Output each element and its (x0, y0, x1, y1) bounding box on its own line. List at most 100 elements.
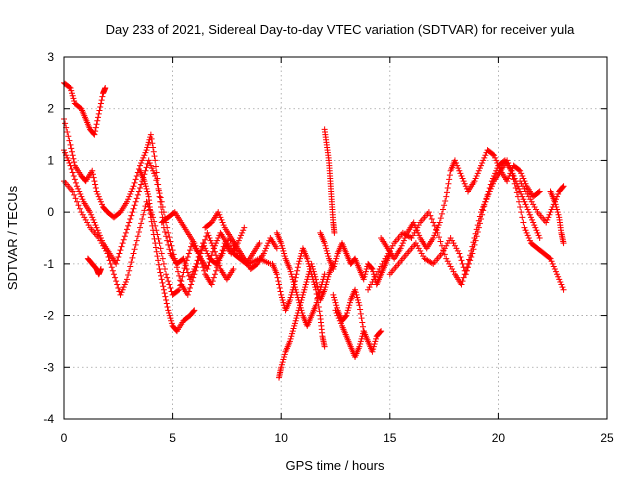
data-point (459, 260, 466, 267)
data-point (151, 153, 158, 160)
data-point (163, 297, 170, 304)
data-point (128, 259, 135, 266)
data-point (551, 266, 558, 273)
data-point (547, 209, 554, 216)
data-point (92, 185, 99, 192)
data-point (278, 291, 285, 298)
data-point (435, 222, 442, 229)
data-point (294, 294, 301, 301)
data-point (444, 258, 451, 265)
data-point (530, 219, 537, 226)
data-point (293, 271, 300, 278)
data-point (153, 248, 160, 255)
y-axis-ticks: -4 -3 -2 -1 0 1 2 3 (43, 50, 607, 426)
data-point (279, 245, 286, 252)
data-point (446, 176, 453, 183)
data-point (112, 274, 119, 281)
data-point (556, 276, 563, 283)
data-point (134, 191, 141, 198)
data-point (85, 222, 92, 229)
data-point (126, 193, 133, 200)
data-point (551, 198, 558, 205)
data-point (66, 137, 73, 144)
data-point (141, 207, 148, 214)
data-point (331, 297, 338, 304)
data-point (93, 188, 100, 195)
data-point (217, 253, 224, 260)
data-point (185, 250, 192, 257)
data-point (62, 149, 69, 156)
data-point (353, 291, 360, 298)
data-point (357, 338, 364, 345)
data-point (536, 235, 543, 241)
data-point (441, 202, 448, 209)
data-point (216, 257, 223, 264)
data-point (92, 128, 99, 135)
data-point (91, 131, 98, 138)
data-point (74, 198, 81, 205)
data-point (291, 284, 298, 291)
data-point (516, 166, 523, 173)
data-point (151, 235, 158, 242)
data-point (168, 317, 175, 324)
data-point (130, 250, 137, 257)
data-point (120, 284, 127, 291)
data-point (131, 202, 138, 209)
data-point (456, 167, 463, 174)
data-point (522, 188, 529, 195)
data-point (492, 154, 499, 161)
data-point (113, 260, 120, 267)
data-point (160, 283, 167, 290)
data-point (344, 307, 351, 314)
data-point (471, 178, 478, 185)
data-point (373, 271, 380, 278)
data-point (511, 180, 518, 187)
data-point (186, 284, 193, 291)
y-tick-label: -4 (43, 412, 54, 426)
data-point (81, 214, 88, 221)
data-point (294, 264, 301, 271)
data-point (120, 236, 127, 243)
data-point (555, 211, 562, 218)
data-point (519, 214, 526, 221)
data-point (99, 93, 106, 100)
x-tick-label: 5 (169, 431, 176, 445)
data-point (64, 154, 71, 161)
data-point (318, 281, 325, 288)
data-point (332, 307, 339, 314)
data-point (299, 309, 306, 316)
data-point (117, 247, 124, 254)
series-track-20 (547, 188, 567, 247)
data-point (205, 232, 212, 239)
data-point (159, 203, 166, 210)
data-point (345, 304, 352, 311)
data-point (440, 206, 447, 213)
data-point (100, 242, 107, 249)
data-point (133, 237, 140, 244)
data-point (523, 203, 530, 210)
data-point (453, 160, 460, 167)
data-point (138, 181, 145, 188)
data-point (378, 263, 385, 270)
data-point (518, 170, 525, 177)
data-point (128, 212, 135, 219)
data-point (458, 281, 465, 288)
data-point (455, 165, 462, 172)
data-point (90, 174, 97, 181)
data-point (356, 302, 363, 309)
x-axis-ticks: 0 5 10 15 20 25 (61, 57, 614, 445)
x-tick-label: 25 (600, 431, 614, 445)
data-point (549, 260, 556, 267)
data-point (206, 259, 213, 266)
data-point (360, 323, 367, 330)
data-point (358, 315, 365, 322)
data-point (185, 288, 192, 295)
data-point (164, 303, 171, 310)
data-point (481, 203, 488, 210)
data-point (262, 245, 269, 252)
data-point (239, 229, 246, 236)
data-point (333, 309, 340, 316)
data-point (553, 203, 560, 210)
data-point (436, 219, 443, 226)
data-point (116, 250, 123, 257)
